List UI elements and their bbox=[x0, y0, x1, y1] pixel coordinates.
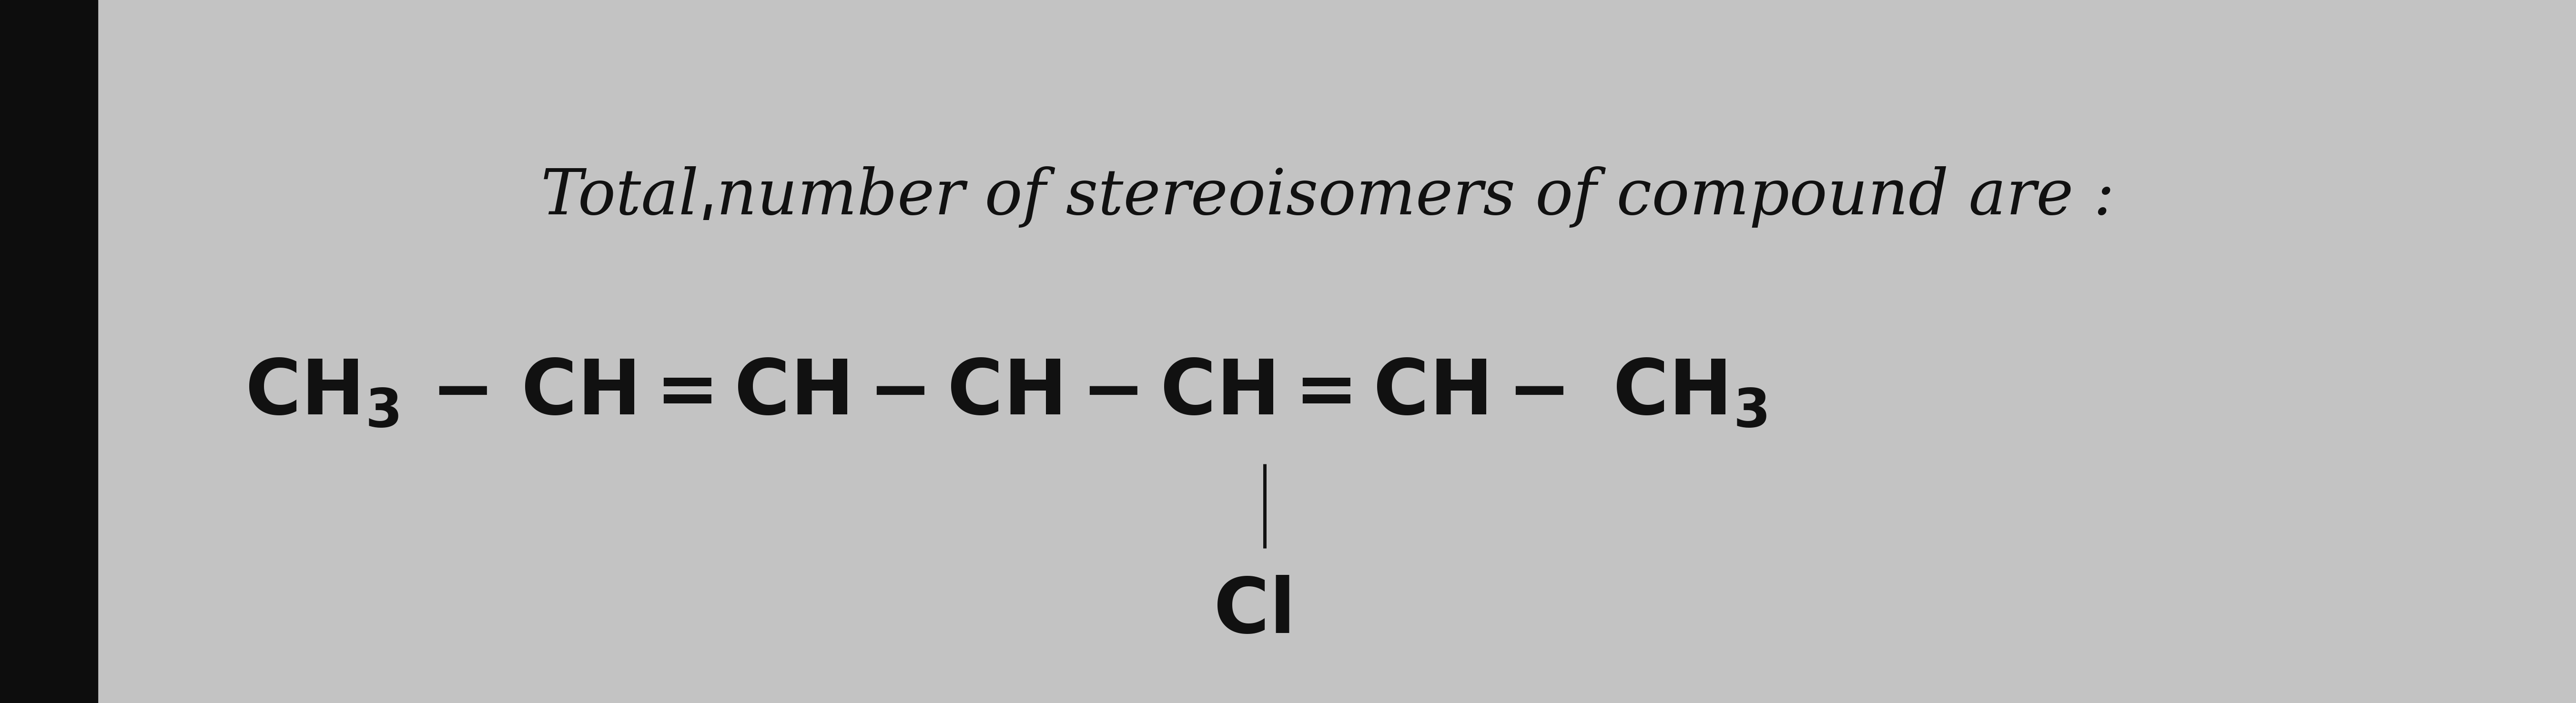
Text: Cl: Cl bbox=[1213, 574, 1296, 649]
Bar bbox=[0, 0, 98, 703]
Text: Totalˌnumber of stereoisomers of compound are :: Totalˌnumber of stereoisomers of compoun… bbox=[541, 166, 2115, 228]
Text: $\mathbf{CH_3}$ $\mathbf{-}$ $\mathbf{CH = CH - CH - CH = CH -}$ $\mathbf{CH_3}$: $\mathbf{CH_3}$ $\mathbf{-}$ $\mathbf{CH… bbox=[245, 356, 1767, 431]
